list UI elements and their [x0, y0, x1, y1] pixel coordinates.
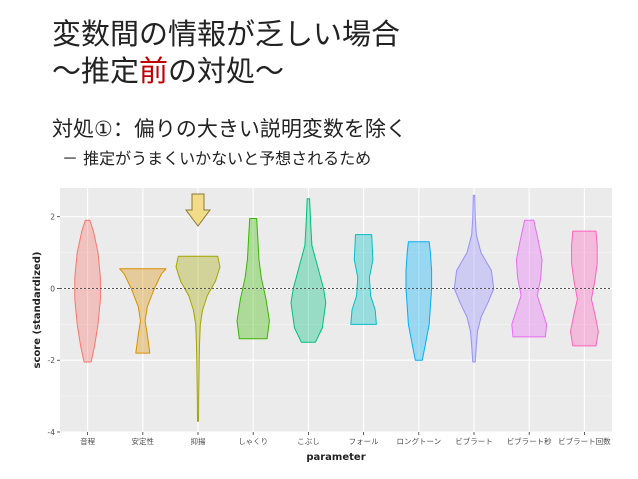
x-tick-label: ロングトーン: [396, 436, 441, 446]
x-tick-label: 安定性: [132, 436, 155, 446]
violin-6: [405, 241, 433, 361]
violin-0: [74, 219, 101, 363]
x-tick-label: ビブラート: [455, 436, 493, 446]
violin-2: [175, 255, 221, 422]
x-tick-label: 音程: [80, 436, 95, 446]
x-axis-title: parameter: [306, 452, 365, 463]
x-tick-label: ビブラート回数: [558, 436, 611, 446]
violin-5: [350, 234, 377, 325]
title-line-2-accent: 前: [139, 54, 169, 88]
x-tick-label: 抑揚: [191, 436, 206, 446]
bullet-text: 対処①：偏りの大きい説明変数を除く: [52, 117, 407, 141]
y-tick-label: -2: [48, 356, 56, 365]
violin-1: [119, 268, 167, 354]
violin-7: [453, 194, 495, 363]
x-tick-label: フォール: [349, 437, 379, 446]
violin-group: [74, 194, 599, 422]
y-tick-label: 2: [50, 213, 55, 222]
down-arrow-icon: [185, 193, 211, 227]
x-axis: 音程 安定性 抑揚 しゃくり こぶし フォール ロングトーン ビブラート ビブラート秒 ビブラート…: [80, 432, 611, 446]
violin-4: [290, 198, 327, 343]
x-tick-label: ビブラート秒: [507, 436, 552, 446]
title-line-2-post: の対処～: [168, 54, 285, 88]
violin-3: [236, 218, 270, 340]
title-line-1: 変数間の情報が乏しい場合: [52, 17, 401, 51]
y-axis: 2 0 -2 -4: [48, 213, 60, 437]
y-axis-title: score (standardized): [32, 252, 43, 369]
violin-8: [511, 219, 548, 338]
x-tick-label: しゃくり: [238, 437, 268, 446]
y-tick-label: 0: [50, 284, 55, 293]
plot-panel: [60, 188, 612, 432]
y-tick-label: -4: [48, 428, 56, 437]
x-tick-label: こぶし: [297, 437, 320, 446]
slide-title: 変数間の情報が乏しい場合 ～推定前の対処～: [52, 16, 400, 90]
sub-bullet-text: － 推定がうまくいかないと予想されるため: [62, 149, 372, 168]
title-line-2-pre: ～推定: [52, 54, 140, 88]
